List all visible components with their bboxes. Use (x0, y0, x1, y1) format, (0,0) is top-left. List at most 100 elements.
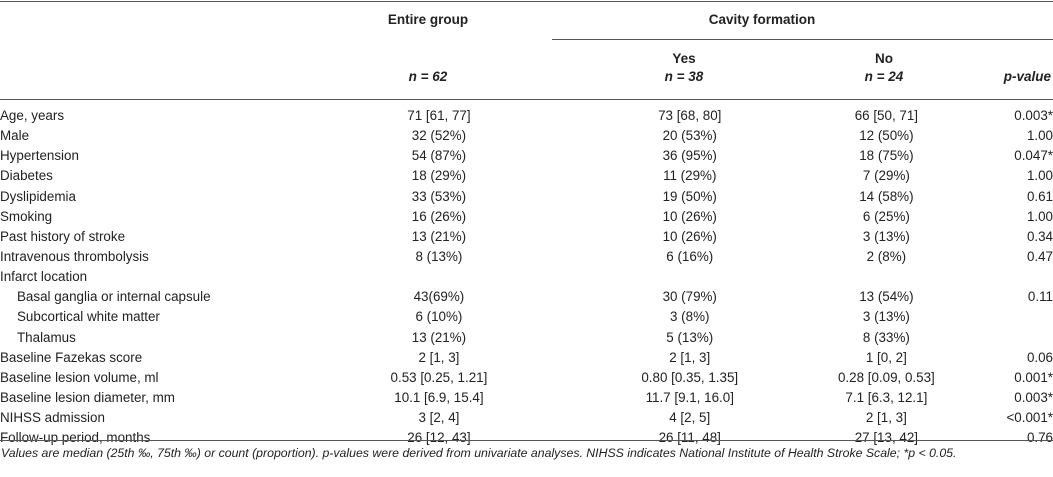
row-label: Thalamus (17, 329, 76, 345)
cell-cavity-yes: 73 [68, 80] (658, 108, 722, 124)
cell-p-value: <0.001* (1006, 410, 1053, 426)
row-label: Basal ganglia or internal capsule (17, 289, 211, 305)
row-label: Hypertension (0, 148, 79, 164)
table-row: Follow-up period, months 26 [12, 43] 26 [1… (0, 428, 1053, 448)
table-row: Baseline lesion volume, ml 0.53 [0.25, 1.… (0, 368, 1053, 388)
cell-cavity-yes: 11 (29%) (663, 168, 717, 184)
cell-p-value: 0.34 (1026, 228, 1053, 244)
header-cavity-formation: Cavity formation (708, 12, 816, 27)
row-label: Age, years (0, 108, 65, 124)
row-label: Intravenous thrombolysis (0, 249, 149, 265)
cell-cavity-yes: 26 [11, 48] (658, 430, 721, 446)
header-rule (0, 99, 1053, 100)
table-bottom-rule (0, 440, 1053, 441)
cell-cavity-no: 2 [1, 3] (865, 410, 907, 426)
row-label: Baseline Fazekas score (0, 349, 143, 365)
cell-entire-group: 0.53 [0.25, 1.21] (390, 369, 488, 385)
cell-p-value: 0.76 (1026, 430, 1053, 446)
header-pvalue: p-value (1003, 69, 1051, 84)
table-row: Infarct location (0, 267, 1053, 287)
cell-cavity-no: 66 [50, 71] (854, 108, 919, 124)
cell-entire-group: 18 (29%) (411, 168, 467, 184)
cell-entire-group: 32 (52%) (411, 128, 467, 144)
cell-entire-group: 3 [2, 4] (418, 410, 460, 426)
header-yes: Yes (672, 51, 696, 66)
table-row: Smoking 16 (26%) 10 (26%) 6 (25%) 1.00 (0, 207, 1053, 227)
cell-entire-group: 6 (10%) (415, 309, 463, 325)
cell-p-value: 0.003* (1014, 390, 1053, 406)
cell-cavity-no: 0.28 [0.09, 0.53] (837, 369, 935, 385)
row-label: NIHSS admission (0, 410, 105, 426)
cell-cavity-yes: 20 (53%) (662, 128, 717, 144)
cell-cavity-yes: 5 (13%) (666, 329, 714, 345)
cell-p-value (975, 307, 1053, 327)
cell-entire-group: 13 (21%) (411, 228, 467, 244)
row-label: Infarct location (0, 269, 88, 285)
cell-cavity-no: 6 (25%) (862, 208, 910, 224)
cell-p-value: 0.61 (1026, 188, 1053, 204)
table-row: Age, years 71 [61, 77] 73 [68, 80] 66 [50, … (0, 106, 1053, 126)
cell-cavity-no: 7 (29%) (862, 168, 910, 184)
cell-cavity-yes: 36 (95%) (662, 148, 717, 164)
cell-cavity-yes: 10 (26%) (662, 228, 717, 244)
row-label: Baseline lesion volume, ml (0, 369, 159, 385)
table-row: Baseline Fazekas score 2 [1, 3] 2 [1, 3] 1 … (0, 348, 1053, 368)
row-label: Subcortical white matter (17, 309, 160, 325)
cell-entire-group: 10.1 [6.9, 15.4] (394, 390, 484, 406)
header-entire-group: Entire group (387, 12, 469, 27)
table-row: Baseline lesion diameter, mm 10.1 [6.9, 1… (0, 388, 1053, 408)
cell-cavity-yes: 11.7 [9.1, 16.0] (645, 390, 734, 406)
cell-cavity-yes: 19 (50%) (662, 188, 717, 204)
header-n-entire: n = 62 (408, 69, 448, 84)
table-row: Thalamus 13 (21%) 5 (13%) 8 (33%) (0, 328, 1053, 348)
cell-cavity-yes (582, 267, 798, 287)
cell-p-value: 0.001* (1014, 369, 1053, 385)
cell-cavity-yes: 6 (16%) (666, 249, 714, 265)
table-row: Subcortical white matter 6 (10%) 3 (8%) 3 (… (0, 307, 1053, 327)
cell-cavity-no: 12 (50%) (859, 128, 914, 144)
row-label: Smoking (0, 208, 53, 224)
cell-cavity-yes: 30 (79%) (662, 289, 717, 305)
row-label: Dyslipidemia (0, 188, 76, 204)
cell-cavity-yes: 0.80 [0.35, 1.35] (641, 369, 739, 385)
top-rule (0, 1, 1053, 2)
cell-cavity-yes: 2 [1, 3] (669, 349, 711, 365)
cell-p-value: 1.00 (1026, 168, 1053, 184)
cell-p-value: 0.47 (1026, 249, 1053, 265)
cell-entire-group: 43(69%) (413, 289, 465, 305)
row-label: Baseline lesion diameter, mm (0, 390, 175, 406)
cell-entire-group: 33 (53%) (411, 188, 467, 204)
cell-p-value: 0.003* (1014, 108, 1053, 124)
cell-p-value: 1.00 (1026, 128, 1053, 144)
cell-p-value: 0.06 (1026, 349, 1053, 365)
table-row: Diabetes 18 (29%) 11 (29%) 7 (29%) 1.00 (0, 166, 1053, 186)
cell-cavity-no: 27 [13, 42] (854, 430, 919, 446)
cell-p-value: 0.047* (1014, 148, 1053, 164)
cavity-rule (552, 39, 1053, 40)
cell-entire-group: 16 (26%) (411, 208, 467, 224)
cell-p-value: 0.11 (1027, 289, 1053, 305)
cell-entire-group: 2 [1, 3] (418, 349, 460, 365)
cell-entire-group (296, 267, 582, 287)
row-label: Male (0, 128, 30, 144)
table-row: Basal ganglia or internal capsule 43(69%)… (0, 287, 1053, 307)
row-label: Follow-up period, months (0, 430, 151, 446)
cell-entire-group: 26 [12, 43] (407, 430, 471, 446)
cell-cavity-yes: 10 (26%) (662, 208, 717, 224)
cell-entire-group: 71 [61, 77] (407, 108, 471, 124)
cell-entire-group: 8 (13%) (415, 249, 463, 265)
cell-cavity-no: 3 (13%) (862, 309, 910, 325)
cell-cavity-no: 18 (75%) (859, 148, 914, 164)
results-table: Age, years 71 [61, 77] 73 [68, 80] 66 [50, … (0, 106, 1053, 448)
cell-cavity-no: 13 (54%) (859, 289, 914, 305)
footnote: Values are median (25th ‰, 75th ‰) or co… (1, 446, 957, 460)
row-label: Diabetes (0, 168, 53, 184)
header-n-no: n = 24 (864, 69, 904, 84)
cell-cavity-no: 8 (33%) (862, 329, 910, 345)
cell-cavity-yes: 4 [2, 5] (669, 410, 711, 426)
cell-cavity-yes: 3 (8%) (670, 309, 710, 325)
cell-cavity-no: 1 [0, 2] (865, 349, 907, 365)
cell-entire-group: 54 (87%) (411, 148, 467, 164)
cell-cavity-no: 14 (58%) (859, 188, 914, 204)
